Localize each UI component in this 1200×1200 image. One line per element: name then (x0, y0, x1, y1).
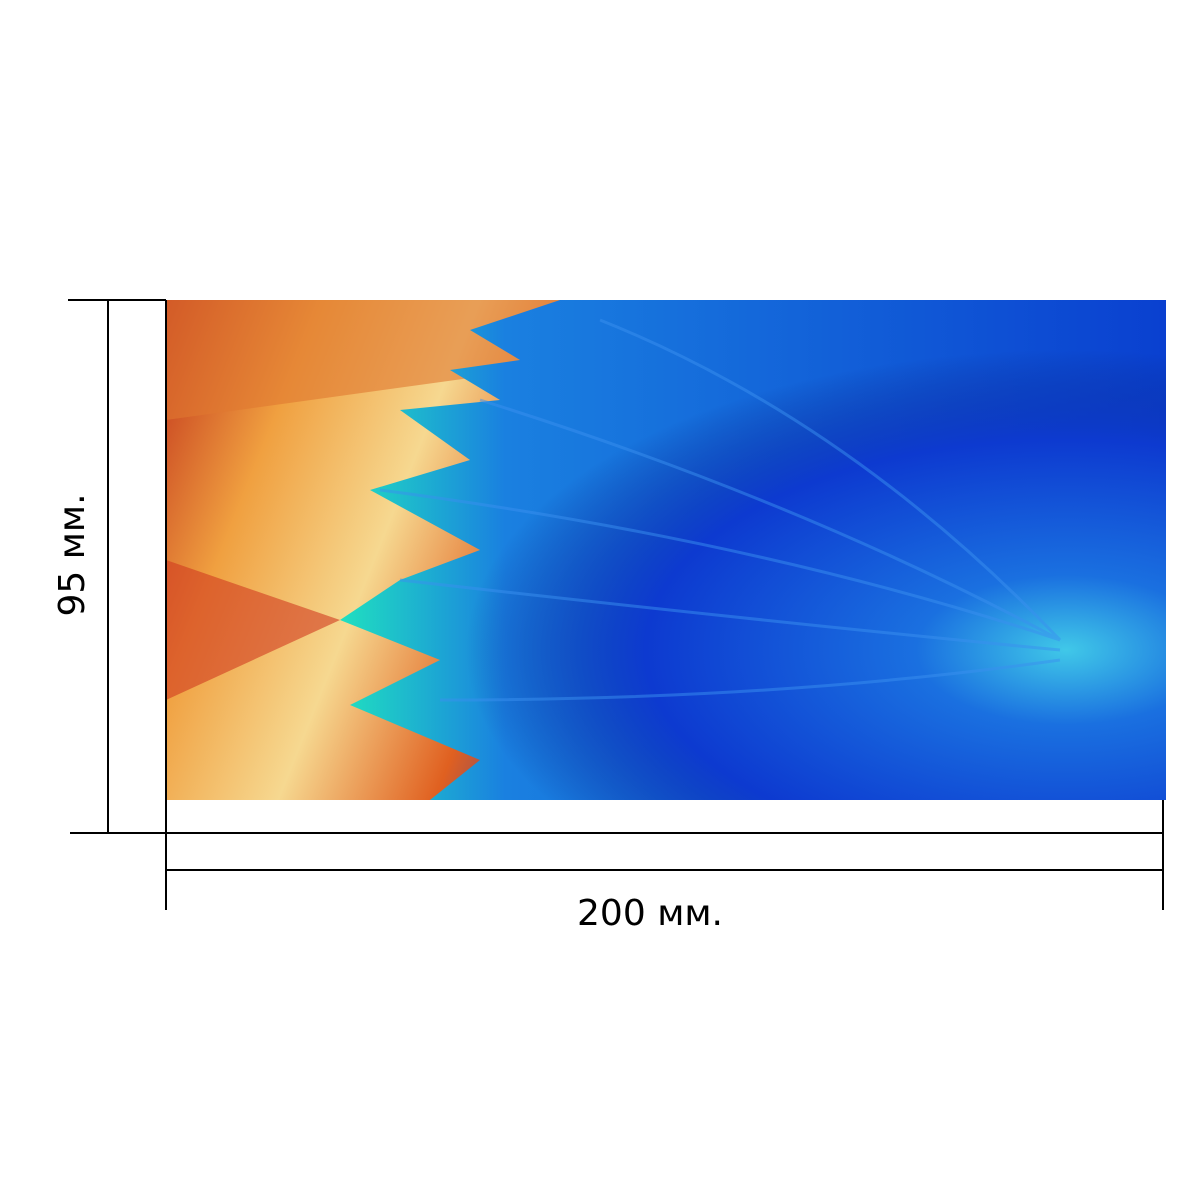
height-label: 95 мм. (52, 493, 93, 616)
product-image (166, 300, 1166, 800)
width-label: 200 мм. (577, 893, 723, 934)
